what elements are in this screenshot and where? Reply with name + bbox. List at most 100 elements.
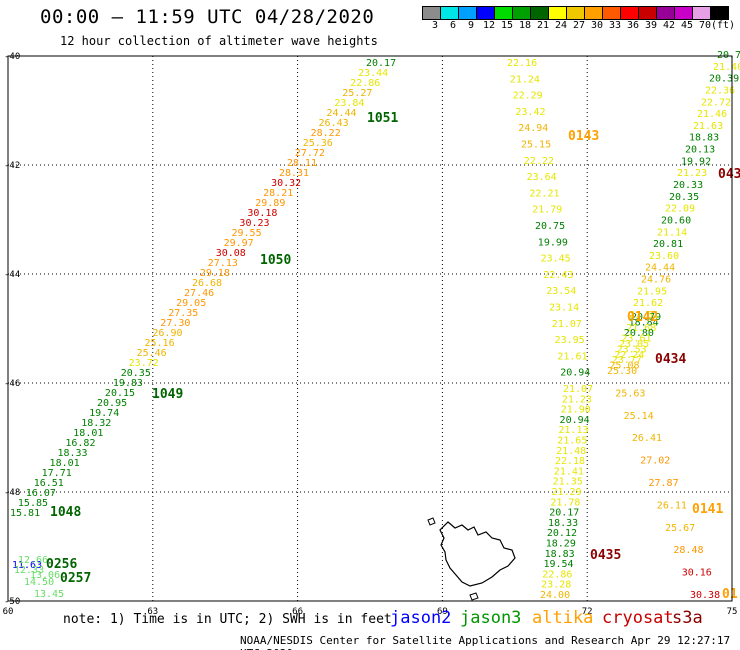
- track-c-value: 20.79: [631, 312, 661, 323]
- track-d-value: 21.46: [697, 109, 727, 120]
- map-ticks: 60 63 66 69 72 75 -40 -42 -44 -46 -48 -50: [3, 52, 738, 617]
- track-d-value: 18.83: [689, 133, 719, 144]
- track-a-value: 17.71: [42, 468, 72, 479]
- track-a-value: 27.46: [184, 288, 214, 299]
- track-a-value: 29.97: [224, 238, 254, 249]
- track-b-value: 21.79: [532, 205, 562, 216]
- credit-line: NOAA/NESDIS Center for Satellite Applica…: [240, 634, 731, 650]
- track-b-value: 21.13: [558, 425, 588, 436]
- track-d-value: 20.35: [669, 192, 699, 203]
- track-a-value: 15.81: [10, 508, 40, 519]
- track-a-value: 29.18: [200, 268, 230, 279]
- track-a-value: 23.84: [334, 98, 364, 109]
- color-scale-label: 3: [432, 20, 439, 31]
- color-scale-label: 45: [681, 20, 694, 31]
- track-a-value: 25.16: [144, 338, 174, 349]
- color-scale-label: 36: [627, 20, 640, 31]
- track-d-value: 20.81: [653, 239, 683, 250]
- track-d-value: 19.92: [681, 156, 711, 167]
- track-b-value: 23.95: [555, 335, 585, 346]
- track-a-value: 22.86: [350, 78, 380, 89]
- track-b-value: 20.94: [560, 368, 590, 379]
- track-a-value: 18.01: [50, 458, 80, 469]
- track-c-value: 23.77: [612, 355, 642, 366]
- track-d-value: 21.63: [693, 121, 723, 132]
- map-title: 00:00 – 11:59 UTC 04/28/2020: [40, 6, 375, 28]
- track-c-value: 28.48: [673, 545, 703, 556]
- track-d-value: 22.36: [705, 85, 735, 96]
- track-a-value: 27.13: [208, 258, 238, 269]
- track-a-value: 27.35: [168, 308, 198, 319]
- track-c-value: 26.11: [657, 500, 687, 511]
- color-scale-label: 24: [555, 20, 568, 31]
- track-b-value: 23.14: [549, 303, 579, 314]
- track-c-value: 25.08: [609, 361, 639, 372]
- track-a-value: 28.22: [311, 128, 341, 139]
- pass-id-label: 0141: [692, 502, 723, 517]
- pass-id-label: 0256: [46, 557, 77, 572]
- track-b-value: 21.90: [561, 405, 591, 416]
- track-d-value: 22.09: [665, 204, 695, 215]
- color-scale-label: 21: [537, 20, 550, 31]
- island-coastline: [427, 517, 516, 601]
- track-b-value: 21.07: [552, 319, 582, 330]
- track-b-value: 22.16: [507, 58, 537, 69]
- track-a-value: 20.35: [121, 368, 151, 379]
- track-b-value: 24.00: [540, 590, 570, 601]
- color-scale-label: 9: [468, 20, 475, 31]
- color-scale-label: 6: [450, 20, 457, 31]
- track-c-value: 21.68: [626, 323, 656, 334]
- cluster-value: 12.33: [14, 565, 44, 576]
- track-a-value: 15.85: [18, 498, 48, 509]
- track-c-value: 23.53: [617, 344, 647, 355]
- pass-id-label: 043: [718, 167, 740, 182]
- pass-id-label: 1051: [367, 111, 398, 126]
- legend-item-jason2: jason2: [390, 608, 452, 628]
- track-b-value: 21.65: [557, 436, 587, 447]
- map-note: note: 1) Time is in UTC; 2) SWH is in fe…: [63, 612, 392, 627]
- track-a-value: 19.74: [89, 408, 119, 419]
- track-b-value: 22.22: [524, 156, 554, 167]
- track-a-value: 28.31: [279, 168, 309, 179]
- track-b-value: 21.35: [553, 477, 583, 488]
- track-a-value: 26.90: [152, 328, 182, 339]
- track-a-value: 24.44: [326, 108, 356, 119]
- track-b-value: 18.33: [548, 518, 578, 529]
- track-b-value: 20.17: [549, 508, 579, 519]
- cluster-value: 14.50: [24, 577, 54, 588]
- lat-tick-label: -44: [4, 270, 20, 280]
- track-b-value: 23.42: [515, 107, 545, 118]
- track-a-value: 28.21: [263, 188, 293, 199]
- track-a-value: 29.89: [255, 198, 285, 209]
- track-b-value: 21.07: [563, 384, 593, 395]
- color-scale-label: 30: [591, 20, 604, 31]
- color-scale-label: 18: [519, 20, 532, 31]
- track-a-value: 16.51: [34, 478, 64, 489]
- legend-item-cryosat: cryosat: [602, 608, 674, 628]
- color-scale-label: 39: [645, 20, 658, 31]
- track-a-value: 29.05: [176, 298, 206, 309]
- color-scale-bar: [422, 6, 729, 20]
- track-b-value: 21.78: [550, 497, 580, 508]
- track-b-value: 22.21: [529, 188, 559, 199]
- lon-tick-label: 66: [292, 607, 303, 617]
- track-b-value: 23.28: [541, 580, 571, 591]
- island-small-2: [469, 592, 479, 601]
- pass-id-label: 01: [722, 587, 738, 602]
- track-a-value: 20.15: [105, 388, 135, 399]
- track-d-value: 21.14: [657, 227, 687, 238]
- track-d-value: 21.95: [637, 286, 667, 297]
- track-b-value: 18.29: [546, 539, 576, 550]
- pass-labels: 1051 1050 1049 1048 0143 0434 0435 0141 043 01 025…: [46, 111, 740, 602]
- track-b-value: 19.99: [538, 237, 568, 248]
- track-d-value: 20.33: [673, 180, 703, 191]
- island-main: [439, 521, 516, 587]
- track-d-value: 24.76: [641, 275, 671, 286]
- track-d-value: 20.13: [685, 145, 715, 156]
- track-c-value: 25.67: [665, 523, 695, 534]
- track-a-value: 23.44: [358, 68, 388, 79]
- track-b-value: 21.23: [562, 394, 592, 405]
- cluster-value: 13.45: [34, 589, 64, 600]
- track-a-value: 28.11: [287, 158, 317, 169]
